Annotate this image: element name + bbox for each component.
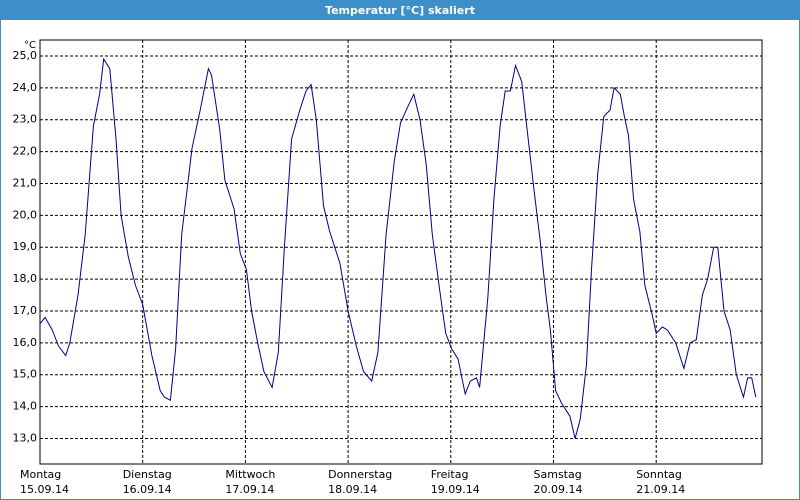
x-tick-date: 16.09.14	[123, 483, 172, 496]
x-tick-date: 19.09.14	[431, 483, 480, 496]
y-tick-label: 21,0	[13, 176, 38, 189]
x-tick-label: Freitag	[431, 468, 469, 481]
line-series	[39, 57, 757, 439]
y-tick-label: 15,0	[13, 368, 38, 381]
x-tick-date: 21.09.14	[636, 483, 685, 496]
x-tick-label: Dienstag	[123, 468, 172, 481]
x-tick-date: 18.09.14	[328, 483, 377, 496]
y-tick-label: 24,0	[13, 81, 38, 94]
x-tick-label: Mittwoch	[225, 468, 275, 481]
x-tick-label: Montag	[20, 468, 61, 481]
y-tick-label: 20,0	[13, 208, 38, 221]
y-tick-label: 16,0	[13, 336, 38, 349]
x-tick-date: 20.09.14	[534, 483, 583, 496]
y-unit: °C	[24, 40, 36, 51]
y-tick-label: 22,0	[13, 145, 38, 158]
y-tick-label: 25,0	[13, 49, 38, 62]
x-tick-date: 15.09.14	[20, 483, 69, 496]
y-tick-label: 23,0	[13, 113, 38, 126]
x-tick-label: Sonntag	[636, 468, 682, 481]
y-tick-label: 14,0	[13, 400, 38, 413]
title-bar: Temperatur [°C] skaliert	[1, 1, 799, 20]
y-tick-label: 13,0	[13, 431, 38, 444]
y-tick-label: 17,0	[13, 304, 38, 317]
x-tick-label: Donnerstag	[328, 468, 392, 481]
x-tick-date: 17.09.14	[225, 483, 274, 496]
plot-border	[39, 39, 763, 465]
x-tick-label: Samstag	[534, 468, 582, 481]
y-tick-label: 18,0	[13, 272, 38, 285]
y-tick-label: 19,0	[13, 240, 38, 253]
